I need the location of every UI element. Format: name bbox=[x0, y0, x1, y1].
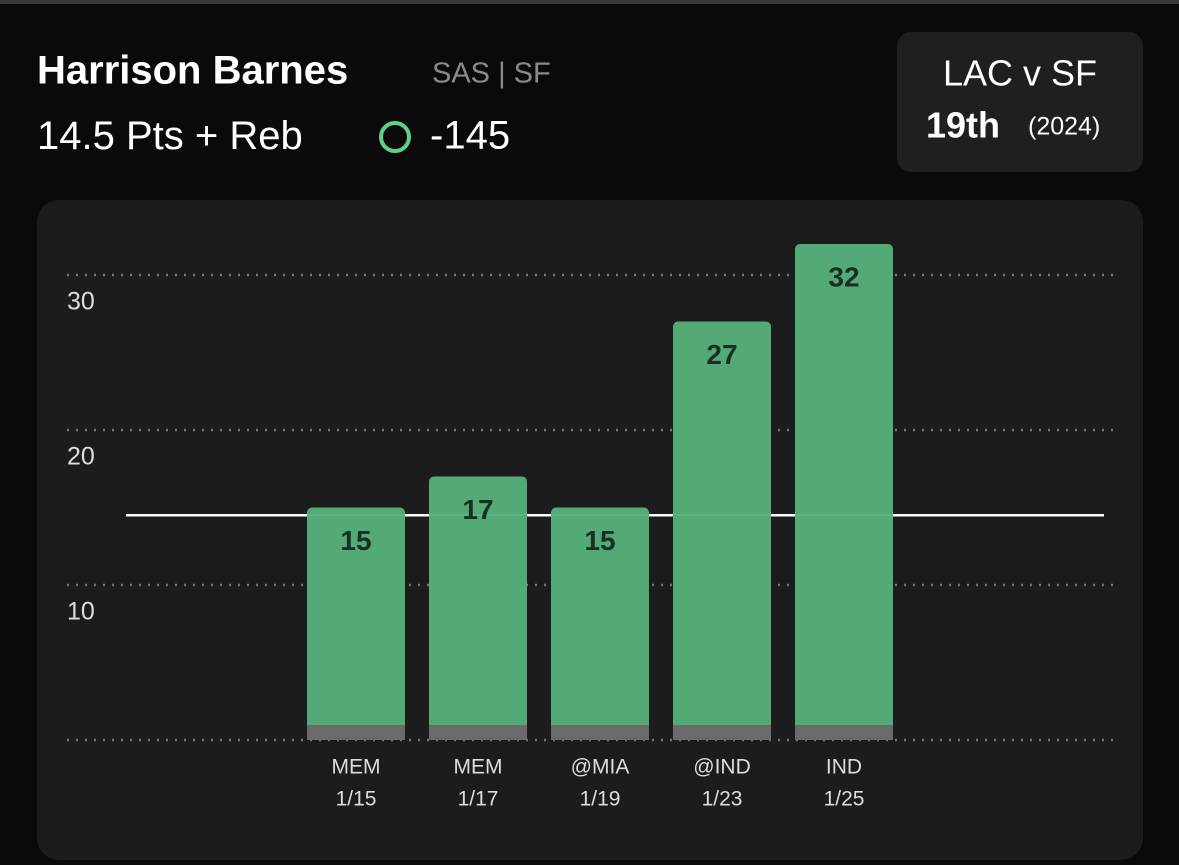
x-tick-label: MEM bbox=[454, 756, 503, 779]
stat-name: Pts + Reb bbox=[126, 114, 303, 158]
x-tick-date: 1/25 bbox=[824, 788, 865, 811]
bar-base bbox=[307, 725, 405, 740]
bar-base bbox=[551, 725, 649, 740]
value-label: 32 bbox=[828, 261, 859, 292]
bar bbox=[551, 507, 649, 740]
x-tick-date: 1/17 bbox=[458, 788, 499, 811]
matchup-rank: 19th bbox=[926, 105, 1000, 146]
y-tick-label: 30 bbox=[67, 288, 95, 316]
matchup-box bbox=[897, 32, 1143, 172]
value-label: 15 bbox=[340, 525, 371, 556]
value-label: 27 bbox=[706, 339, 737, 370]
matchup-season: (2024) bbox=[1028, 113, 1100, 141]
plot: 10 20 30 15 MEM 1/15 17 MEM 1/17 15 @MIA 1/19 27 @IND… bbox=[67, 244, 1115, 811]
x-tick-label: IND bbox=[826, 756, 862, 779]
x-tick-label: @IND bbox=[693, 756, 750, 779]
value-label: 17 bbox=[462, 494, 493, 525]
value-label: 15 bbox=[584, 525, 615, 556]
bar bbox=[307, 507, 405, 740]
odds: -145 bbox=[430, 114, 510, 158]
x-tick-label: MEM bbox=[332, 756, 381, 779]
bar-base bbox=[673, 725, 771, 740]
y-tick-label: 10 bbox=[67, 598, 95, 626]
matchup-title: LAC v SF bbox=[943, 53, 1097, 94]
bar-base bbox=[795, 725, 893, 740]
prop-line: 14.5 Pts + Reb bbox=[37, 114, 303, 158]
x-tick-label: @MIA bbox=[571, 756, 630, 779]
x-tick-date: 1/19 bbox=[580, 788, 621, 811]
line-value: 14.5 bbox=[37, 114, 115, 158]
bar bbox=[795, 244, 893, 740]
bar bbox=[429, 476, 527, 740]
x-tick-date: 1/23 bbox=[702, 788, 743, 811]
player-name: Harrison Barnes bbox=[37, 49, 348, 93]
x-tick-date: 1/15 bbox=[336, 788, 377, 811]
bar-base bbox=[429, 725, 527, 740]
over-icon bbox=[379, 121, 411, 153]
y-tick-label: 20 bbox=[67, 443, 95, 471]
top-border bbox=[0, 0, 1179, 4]
bar bbox=[673, 321, 771, 740]
player-team: SAS | SF bbox=[432, 58, 551, 90]
